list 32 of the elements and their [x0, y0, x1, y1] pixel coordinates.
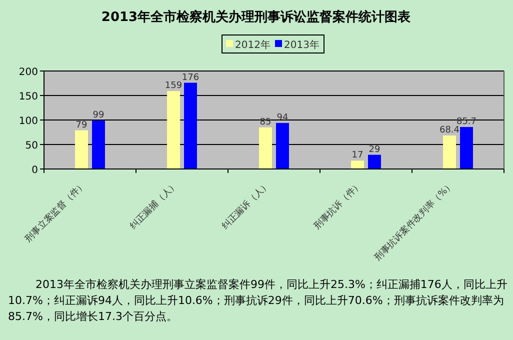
bar: [75, 130, 88, 169]
x-tick-label: 纠正漏诉（人）: [220, 179, 272, 232]
legend-label: 2012年: [235, 39, 270, 51]
bar: [92, 120, 105, 169]
x-tick-label: 刑事抗诉（件）: [312, 179, 364, 232]
y-tick-label: 150: [18, 92, 38, 102]
chart-title: 2013年全市检察机关办理刑事诉讼监督案件统计图表: [101, 9, 412, 25]
data-label: 159: [164, 81, 182, 92]
bar: [184, 82, 197, 169]
data-label: 176: [182, 72, 200, 83]
x-tick-label: 刑事抗诉案件改判率（%）: [372, 179, 456, 264]
x-tick-label: 纠正漏捕（人）: [128, 179, 180, 232]
data-label: 17: [352, 150, 364, 161]
data-label: 85: [260, 117, 272, 128]
bar: [351, 160, 364, 169]
y-tick-label: 200: [18, 67, 38, 78]
bar: [276, 122, 289, 169]
y-tick-label: 100: [18, 116, 38, 127]
data-label: 68.4: [439, 125, 460, 136]
data-label: 79: [76, 120, 88, 130]
bar: [368, 154, 381, 169]
y-tick-label: 0: [32, 165, 38, 176]
bar: [259, 127, 272, 169]
x-tick-label: 刑事立案监督（件）: [23, 179, 88, 244]
bar: [167, 91, 180, 169]
data-label: 99: [92, 110, 104, 120]
text: 2013年全市检察机关办理刑事立案监督案件99件，同比上升25.3%；纠正漏捕176人，同比上升10.7%；纠正漏诉94人，同比上升10.6%；刑事抗诉29件，同比上升70.6%；刑事抗诉案件改判率为85.7%，同比增长17.3个百分点。: [8, 277, 508, 325]
y-tick-label: 50: [25, 140, 38, 152]
bar: [460, 127, 473, 169]
bar: [443, 135, 456, 169]
legend-label: 2013年: [284, 39, 320, 51]
data-label: 29: [368, 144, 380, 155]
